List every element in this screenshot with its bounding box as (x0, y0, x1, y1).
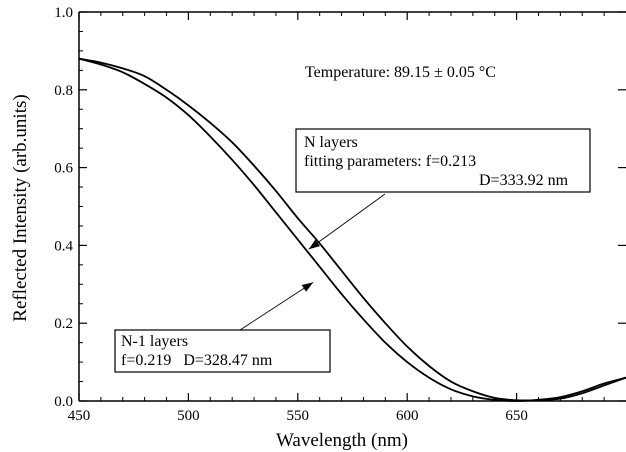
n1-layers-box (114, 329, 331, 373)
n-layers-title: N layers (304, 134, 358, 151)
n1-layers-title: N-1 layers (121, 333, 188, 350)
data-point (384, 342, 386, 344)
data-point (144, 83, 146, 85)
x-tick-label: 500 (177, 408, 200, 424)
data-point (384, 322, 386, 324)
n1-layers-fit: f=0.219 D=328.47 nm (121, 352, 273, 369)
data-point (209, 135, 211, 138)
y-tick-label: 0.6 (54, 161, 73, 177)
data-point (100, 61, 102, 64)
data-point (275, 190, 277, 192)
data-point (187, 114, 189, 116)
data-point (340, 293, 343, 295)
y-tick-label: 1.0 (54, 5, 73, 21)
data-point (253, 165, 255, 167)
data-point (428, 377, 430, 379)
data-point (362, 297, 365, 299)
x-tick-label: 450 (68, 408, 91, 424)
x-tick-label: 600 (396, 408, 419, 424)
data-point (472, 390, 474, 392)
data-point (209, 122, 211, 124)
data-point (450, 388, 452, 390)
data-point (231, 141, 233, 143)
data-point (187, 104, 189, 106)
data-point (406, 361, 408, 363)
data-point (603, 382, 605, 385)
x-axis-ticks: 450 500 550 600 650 (68, 12, 605, 424)
data-point (581, 390, 583, 392)
data-point (340, 270, 343, 272)
data-point (472, 395, 474, 397)
n-layers-arrow (308, 193, 386, 250)
y-tick-label: 0.0 (54, 394, 73, 410)
data-point (78, 58, 80, 60)
data-point (516, 400, 518, 402)
y-tick-label: 0.8 (54, 83, 73, 99)
data-point (494, 399, 496, 401)
data-point (275, 211, 277, 213)
data-point (581, 392, 583, 394)
data-point (428, 365, 430, 367)
data-point (165, 96, 168, 99)
data-point (297, 217, 299, 219)
x-axis-label: Wavelength (nm) (276, 430, 408, 451)
series-line-n1-layers (78, 57, 626, 402)
n1-layers-arrowhead (301, 282, 314, 292)
data-point (537, 399, 540, 401)
data-point (559, 398, 561, 400)
data-point (231, 159, 233, 161)
x-tick-label: 550 (287, 408, 310, 424)
n1-layers-annotation: N-1 layers f=0.219 D=328.47 nm (114, 281, 331, 373)
y-axis-label: Reflected Intensity (arb.units) (10, 94, 31, 321)
series-layer (78, 57, 626, 402)
data-point (559, 396, 561, 398)
n-layers-fit-f: fitting parameters: f=0.213 (304, 153, 476, 170)
n-layers-arrowhead (308, 239, 320, 250)
data-point (100, 63, 102, 66)
data-point (253, 184, 255, 186)
data-point (122, 67, 124, 70)
y-tick-label: 0.4 (54, 238, 73, 254)
n-layers-box (295, 128, 591, 193)
data-point (406, 345, 408, 348)
data-point (494, 397, 496, 399)
y-tick-label: 0.2 (54, 316, 73, 332)
y-axis-ticks: 0.0 0.2 0.4 0.6 0.8 1.0 (54, 5, 626, 410)
data-point (319, 266, 321, 268)
data-point (144, 75, 146, 77)
data-point (319, 242, 321, 245)
data-point (603, 384, 605, 387)
data-point (122, 71, 124, 73)
data-point (165, 89, 168, 91)
n1-layers-arrow (239, 281, 314, 331)
data-point (362, 318, 365, 320)
data-point (450, 380, 452, 383)
data-point (297, 238, 299, 241)
x-tick-label: 650 (505, 408, 528, 424)
temperature-annotation: Temperature: 89.15 ± 0.05 °C (305, 64, 496, 81)
n-layers-fit-d: D=333.92 nm (479, 172, 569, 189)
n-layers-annotation: N layers fitting parameters: f=0.213 D=3… (295, 128, 591, 250)
